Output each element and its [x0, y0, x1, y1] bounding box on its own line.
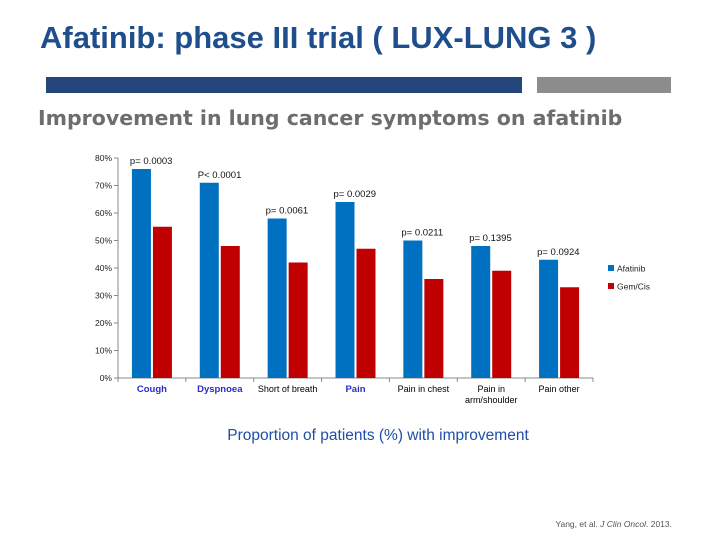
legend-swatch-afatinib: [608, 265, 614, 271]
p-value-label: p= 0.0924: [537, 247, 580, 258]
bar-afatinib: [335, 202, 355, 378]
p-value-label: p= 0.0029: [334, 189, 377, 200]
x-category-label: Dyspnoea: [197, 384, 243, 395]
y-tick-label: 10%: [95, 346, 112, 356]
citation: Yang, et al. J Clin Oncol. 2013.: [555, 519, 672, 529]
bar-gem-cis: [288, 262, 308, 378]
bar-gem-cis: [560, 287, 580, 378]
bar-afatinib: [131, 169, 151, 378]
y-tick-label: 50%: [95, 236, 112, 246]
y-tick-label: 20%: [95, 318, 112, 328]
y-tick-label: 70%: [95, 181, 112, 191]
bar-afatinib: [267, 218, 287, 378]
bar-afatinib: [403, 240, 423, 378]
bar-gem-cis: [492, 270, 512, 378]
y-tick-label: 80%: [95, 153, 112, 163]
legend-label-gem-cis: Gem/Cis: [617, 282, 650, 292]
y-tick-label: 40%: [95, 263, 112, 273]
x-category-label: Cough: [137, 384, 167, 395]
citation-year: . 2013.: [646, 519, 672, 529]
title-underline-gray: [537, 77, 671, 93]
legend-label-afatinib: Afatinib: [617, 264, 646, 274]
x-category-label: Short of breath: [258, 384, 318, 394]
x-category-label: Pain in chest: [398, 384, 450, 394]
bar-gem-cis: [152, 226, 172, 378]
bar-gem-cis: [424, 279, 444, 378]
citation-journal: J Clin Oncol: [600, 519, 646, 529]
x-category-label: Pain: [345, 384, 365, 395]
bar-afatinib: [471, 246, 491, 378]
p-value-label: p= 0.0061: [266, 206, 309, 217]
slide-subtitle: Improvement in lung cancer symptoms on a…: [38, 106, 623, 130]
legend-swatch-gem-cis: [608, 283, 614, 289]
bar-gem-cis: [356, 248, 376, 378]
p-value-label: p= 0.1395: [469, 233, 512, 244]
p-value-label: p= 0.0003: [130, 156, 173, 167]
x-category-label: Pain other: [539, 384, 580, 394]
bar-afatinib: [539, 259, 559, 378]
p-value-label: p= 0.0211: [401, 228, 443, 239]
x-category-label: Pain in arm/shoulder: [465, 384, 518, 405]
bar-gem-cis: [220, 246, 240, 378]
slide-title: Afatinib: phase III trial ( LUX-LUNG 3 ): [40, 20, 597, 55]
title-underline-blue: [46, 77, 522, 93]
bar-afatinib: [199, 182, 219, 378]
chart-caption: Proportion of patients (%) with improvem…: [227, 427, 529, 444]
y-tick-label: 0%: [100, 373, 113, 383]
p-value-label: P< 0.0001: [198, 170, 242, 181]
y-tick-label: 60%: [95, 208, 112, 218]
y-tick-label: 30%: [95, 291, 112, 301]
citation-authors: Yang, et al.: [555, 519, 601, 529]
